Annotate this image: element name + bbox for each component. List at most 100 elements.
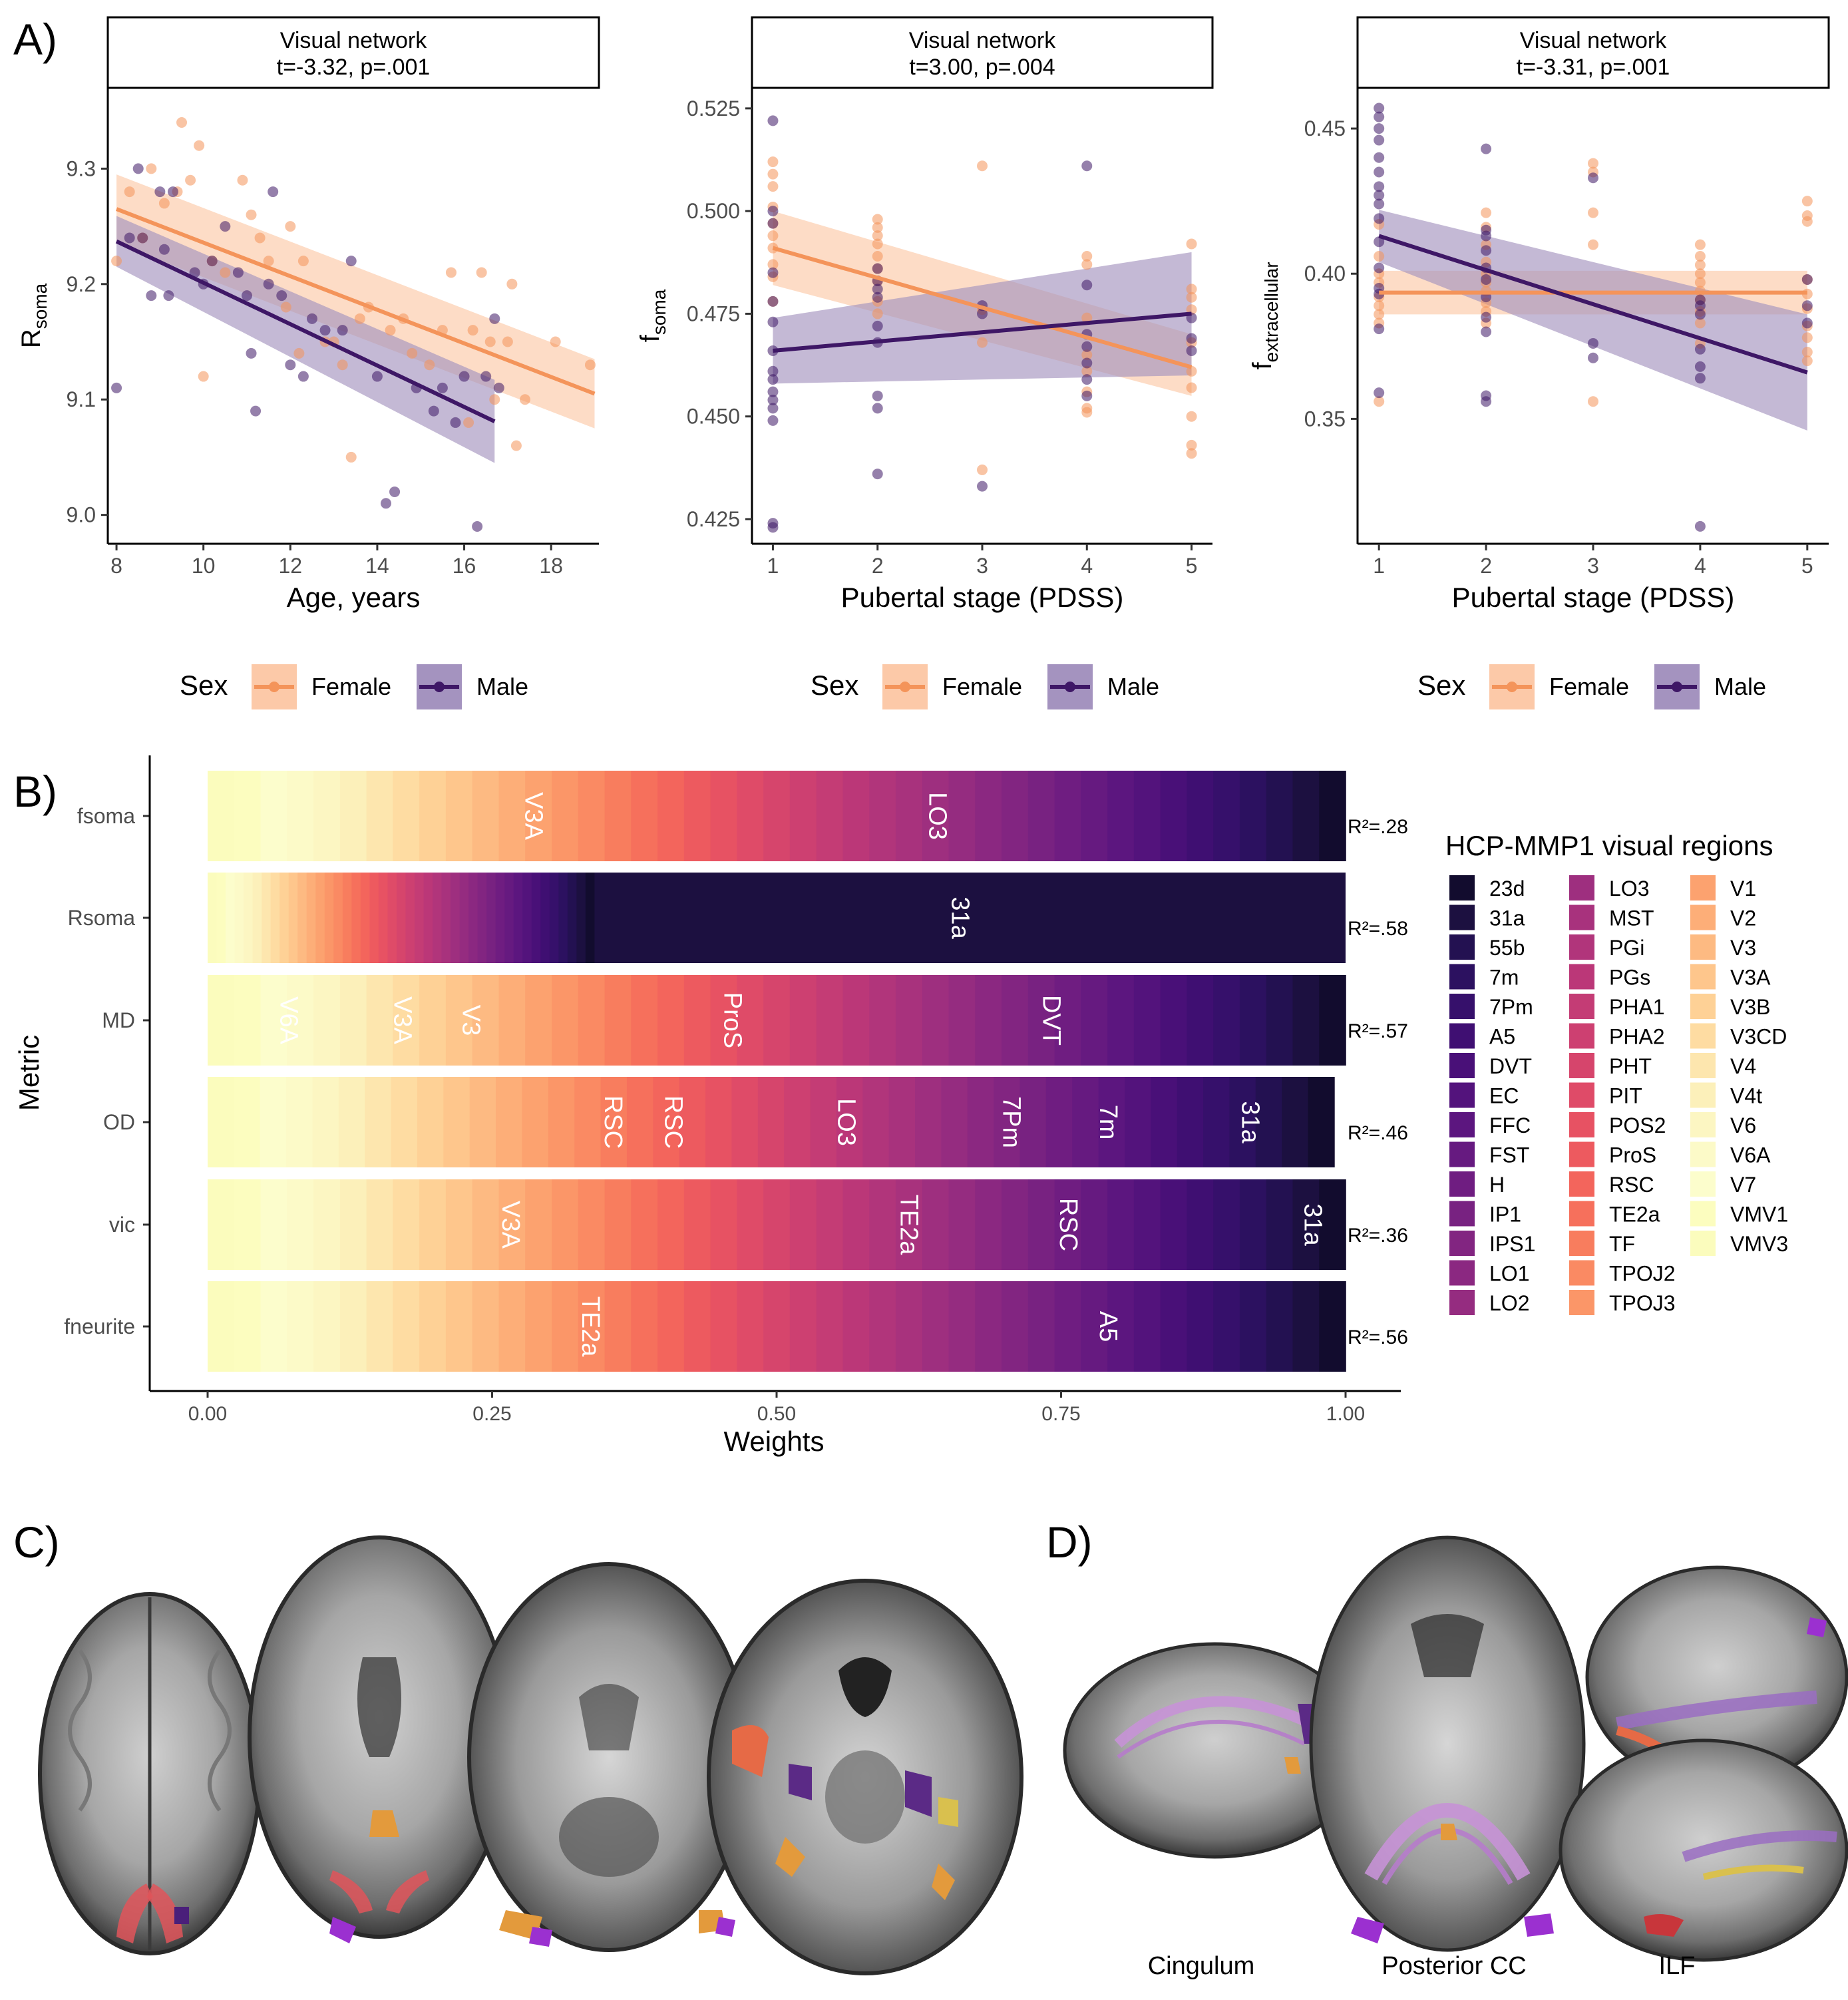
region-legend-swatch	[1449, 964, 1475, 990]
bar-segment	[1107, 975, 1135, 1066]
data-point-female	[767, 230, 779, 242]
data-point-male	[1801, 300, 1813, 311]
data-point-female	[1081, 407, 1093, 418]
y-axis-title: Metric	[13, 1035, 45, 1111]
bar-segment	[472, 975, 500, 1066]
bar-segment	[1319, 1179, 1346, 1270]
region-legend-label: IPS1	[1489, 1232, 1535, 1256]
region-highlight	[932, 1864, 955, 1900]
data-point-male	[306, 313, 317, 324]
metric-label: vic	[109, 1213, 135, 1237]
data-point-male	[319, 325, 331, 336]
bar-segment	[922, 975, 950, 1066]
bar-segment	[836, 1077, 864, 1167]
bar-segment	[869, 975, 896, 1066]
data-point-female	[502, 336, 513, 347]
bar-segment	[578, 1179, 606, 1270]
bar-segment	[895, 975, 923, 1066]
data-point-male	[767, 522, 779, 533]
data-point-male	[767, 206, 779, 217]
data-point-male	[276, 290, 287, 301]
region-legend-swatch	[1569, 1082, 1594, 1108]
bar-segment	[472, 1281, 500, 1372]
region-highlight	[789, 1764, 812, 1800]
bar-segment	[1160, 1281, 1188, 1372]
data-point-male	[1374, 181, 1385, 192]
x-tick-label: 4	[1081, 554, 1093, 578]
bar-segment	[522, 873, 532, 963]
region-legend-swatch	[1690, 1023, 1716, 1049]
facet-strip	[1356, 16, 1830, 89]
bar-segment	[683, 975, 711, 1066]
bar-region-label: 31a	[946, 897, 974, 939]
data-point-male	[977, 481, 988, 492]
data-point-male	[767, 296, 779, 307]
data-point-male	[1694, 300, 1706, 311]
data-point-female	[263, 256, 274, 267]
bar-segment	[234, 873, 244, 963]
data-point-female	[293, 347, 305, 359]
data-point-female	[977, 337, 988, 348]
region-highlight	[146, 1884, 183, 1943]
x-tick-label: 16	[453, 554, 476, 578]
bar-segment	[683, 771, 711, 861]
bar-segment	[558, 873, 568, 963]
legend-label-male: Male	[1107, 673, 1159, 700]
bar-OD: RSC RSC LO3 7Pm 7m 31a	[208, 1077, 1335, 1167]
region-legend-swatch	[1449, 1231, 1475, 1256]
brain-slice-3	[467, 1562, 751, 1952]
bar-segment	[710, 1281, 738, 1372]
bar-segment	[789, 1179, 817, 1270]
legend-dot-female	[900, 682, 910, 692]
bar-segment	[994, 1077, 1021, 1167]
data-point-female	[1801, 332, 1813, 343]
bar-region-label: V3A	[519, 792, 547, 840]
fit-line-male	[115, 239, 496, 423]
data-point-female	[445, 267, 457, 278]
bar-segment	[705, 1077, 733, 1167]
bar-segment	[260, 1179, 288, 1270]
data-point-female	[1081, 251, 1093, 262]
bar-segment	[941, 1077, 968, 1167]
data-point-female	[124, 186, 135, 198]
region-highlight	[775, 1837, 805, 1877]
brain-slice-2	[248, 1535, 511, 1943]
y-tick-label: 9.1	[67, 387, 96, 411]
region-legend-label: 31a	[1489, 906, 1525, 930]
bar-segment	[216, 873, 226, 963]
metric-label: fneurite	[64, 1314, 135, 1338]
bar-segment	[895, 771, 923, 861]
bar-segment	[922, 1179, 950, 1270]
coronal-posterior-cc-view	[1309, 1535, 1586, 1952]
bar-segment	[313, 1281, 341, 1372]
bar-segment	[683, 1281, 711, 1372]
data-point-female	[872, 238, 883, 250]
data-point-male	[767, 415, 779, 426]
data-point-male	[1374, 387, 1385, 399]
data-point-male	[1694, 361, 1706, 372]
data-point-male	[1694, 520, 1706, 532]
region-legend-swatch	[1690, 1082, 1716, 1108]
bar-segment	[600, 1077, 628, 1167]
bar-segment	[869, 1179, 896, 1270]
tract-label-posterior-cc: Posterior CC	[1382, 1952, 1527, 1980]
region-legend-label: H	[1489, 1173, 1505, 1197]
bar-segment	[757, 1077, 785, 1167]
bar-segment	[1072, 1077, 1099, 1167]
bar-segment	[576, 873, 586, 963]
data-point-male	[1694, 373, 1706, 384]
data-point-male	[1801, 317, 1813, 329]
bar-segment	[234, 1077, 261, 1167]
x-tick-label: 1	[767, 554, 779, 578]
x-axis-title: Pubertal stage (PDSS)	[1452, 582, 1735, 613]
data-point-female	[220, 267, 231, 278]
bar-segment	[226, 873, 236, 963]
y-axis-title-main: f	[636, 334, 665, 342]
region-legend-label: FFC	[1489, 1113, 1531, 1137]
x-tick-label: 2	[872, 554, 884, 578]
region-highlight	[386, 1870, 429, 1913]
bar-segment	[1292, 975, 1320, 1066]
posterior-cc-tract	[1364, 1803, 1531, 1881]
